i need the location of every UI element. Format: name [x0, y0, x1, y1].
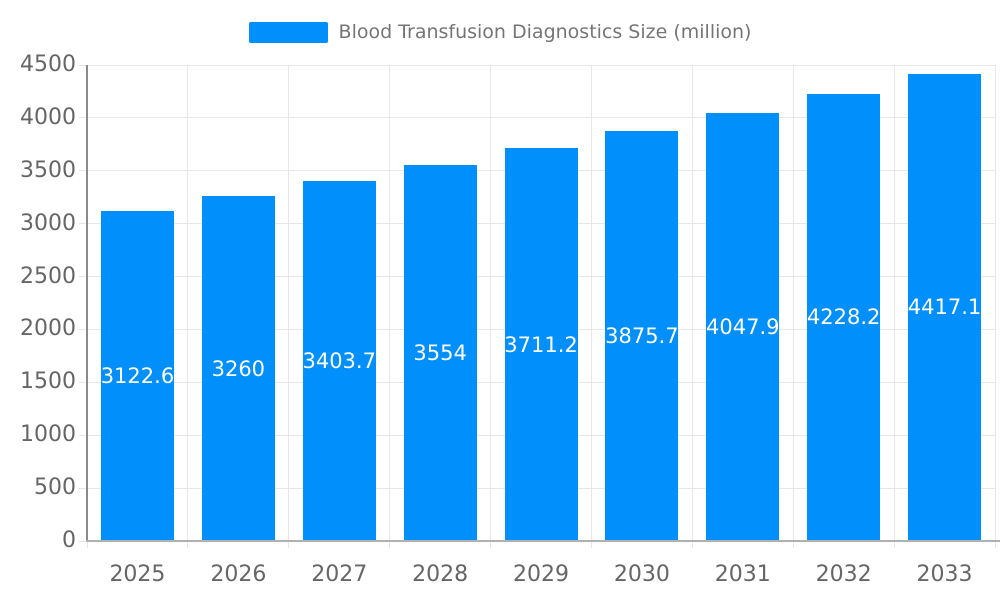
- x-axis-label: 2028: [412, 562, 469, 587]
- y-axis-tick: [79, 434, 87, 436]
- y-axis-label: 1000: [20, 422, 76, 448]
- y-axis-label: 4500: [20, 52, 76, 77]
- legend-swatch-icon: [248, 21, 328, 43]
- plot-area: 3122.6 3260 3403.7 3554 3711.2 3875.7 4047.9 42…: [79, 64, 1000, 548]
- x-axis-tick: [187, 541, 189, 548]
- bar-value-label: 3554: [413, 341, 467, 366]
- bar-value-label: 4417.1: [907, 295, 982, 320]
- x-axis-tick: [490, 541, 492, 548]
- y-axis-label: 2000: [20, 316, 76, 342]
- gridline-vertical: [490, 65, 492, 541]
- gridline-vertical: [389, 65, 391, 541]
- gridline-vertical: [893, 65, 895, 541]
- y-axis-tick: [79, 223, 87, 225]
- x-axis-label: 2033: [916, 562, 973, 587]
- bar-value-label: 3711.2: [504, 332, 578, 357]
- y-axis-label: 3000: [20, 210, 76, 236]
- x-axis-label: 2032: [815, 562, 872, 587]
- bar-value-label: 3260: [211, 356, 266, 381]
- x-axis-tick: [792, 541, 794, 548]
- y-axis-tick: [79, 487, 87, 489]
- gridline-vertical: [590, 65, 592, 541]
- y-axis-tick: [79, 170, 87, 172]
- x-axis-tick: [288, 541, 290, 548]
- y-axis-tick: [79, 381, 87, 383]
- x-axis-label: 2026: [210, 562, 267, 587]
- x-axis-label: 2031: [714, 562, 771, 587]
- x-axis-tick: [994, 541, 996, 548]
- bar-2027[interactable]: [302, 180, 376, 541]
- bar-value-label: 4228.2: [806, 305, 881, 330]
- bar-2031[interactable]: [706, 112, 780, 541]
- y-axis-label: 4000: [20, 104, 76, 130]
- y-axis: 0 500 1000 1500 2000 2500 3000 3500 4000 4500: [0, 52, 76, 553]
- y-axis-label: 1500: [20, 369, 76, 395]
- x-axis-label: 2025: [109, 562, 166, 587]
- bar-2026[interactable]: [201, 196, 275, 541]
- bar-2030[interactable]: [605, 131, 679, 541]
- bar-2032[interactable]: [807, 93, 881, 541]
- y-axis-tick: [79, 64, 87, 66]
- x-axis-tick: [893, 541, 895, 548]
- gridline-horizontal: [87, 64, 995, 66]
- bar-2033[interactable]: [908, 73, 982, 541]
- bar-value-label: 3403.7: [302, 348, 376, 373]
- gridline-horizontal: [87, 117, 995, 119]
- gridline-vertical: [792, 65, 794, 541]
- x-axis-line: [86, 540, 1000, 542]
- gridline-vertical: [288, 65, 290, 541]
- y-axis-label: 500: [34, 475, 76, 501]
- x-axis-tick: [590, 541, 592, 548]
- x-axis-tick: [389, 541, 391, 548]
- y-axis-label: 3500: [20, 157, 76, 183]
- x-axis-label: 2029: [513, 562, 569, 587]
- x-axis-label: 2027: [311, 562, 368, 587]
- x-axis: 2025 2026 2027 2028 2029 2030 2031 2032 2033: [87, 562, 995, 588]
- legend-label: Blood Transfusion Diagnostics Size (mill…: [338, 21, 752, 43]
- y-axis-tick: [79, 276, 87, 278]
- x-axis-label: 2030: [613, 562, 670, 587]
- bar-2029[interactable]: [504, 148, 578, 541]
- bar-value-label: 3875.7: [605, 324, 679, 349]
- y-axis-line: [86, 65, 88, 541]
- chart-legend[interactable]: Blood Transfusion Diagnostics Size (mill…: [0, 21, 1000, 43]
- gridline-vertical: [691, 65, 693, 541]
- x-axis-tick: [691, 541, 693, 548]
- gridline-vertical: [994, 65, 996, 541]
- y-axis-tick: [79, 328, 87, 330]
- gridline-vertical: [187, 65, 189, 541]
- y-axis-label: 0: [62, 528, 76, 553]
- y-axis-tick: [79, 117, 87, 119]
- bar-2025[interactable]: [100, 210, 174, 541]
- x-axis-tick: [86, 541, 88, 548]
- bar-value-label: 3122.6: [100, 363, 175, 388]
- bar-2028[interactable]: [403, 165, 477, 541]
- y-axis-label: 2500: [20, 263, 76, 289]
- bar-value-label: 4047.9: [706, 314, 780, 339]
- y-axis-tick: [79, 540, 87, 542]
